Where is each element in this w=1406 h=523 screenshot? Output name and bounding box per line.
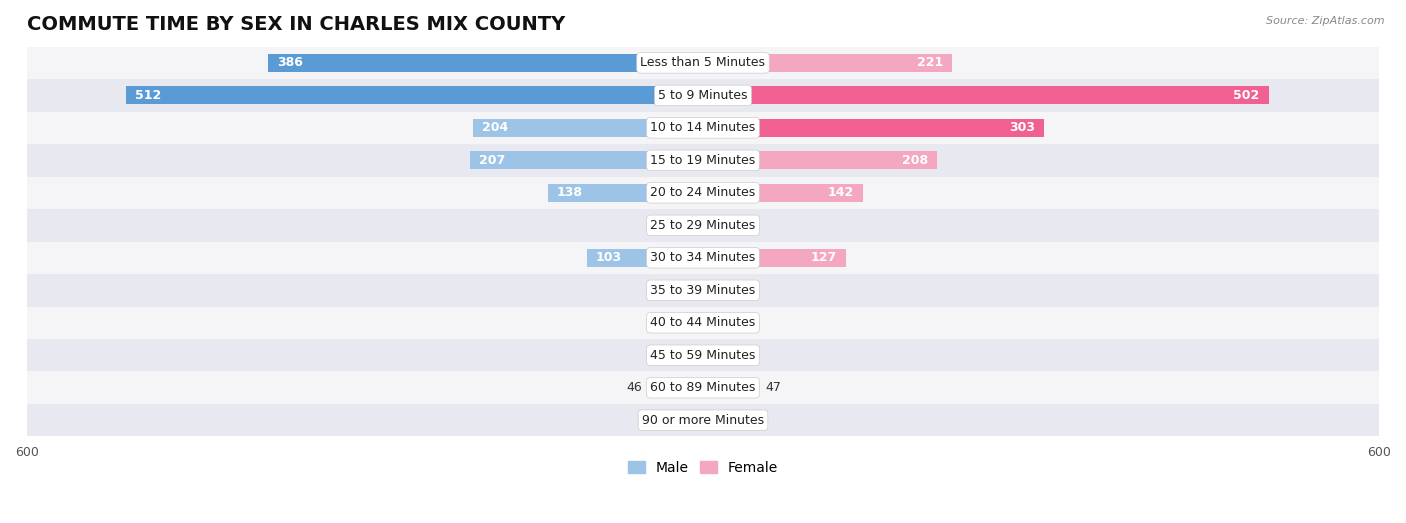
Text: 303: 303 bbox=[1010, 121, 1035, 134]
Text: 204: 204 bbox=[482, 121, 509, 134]
Text: 45 to 59 Minutes: 45 to 59 Minutes bbox=[651, 349, 755, 362]
Bar bbox=[703, 249, 846, 267]
Bar bbox=[27, 274, 1379, 306]
Bar bbox=[474, 119, 703, 137]
Bar bbox=[703, 379, 756, 396]
Text: Less than 5 Minutes: Less than 5 Minutes bbox=[641, 56, 765, 70]
Bar bbox=[27, 79, 1379, 111]
Bar bbox=[675, 217, 703, 234]
Bar bbox=[703, 217, 728, 234]
Text: 386: 386 bbox=[277, 56, 302, 70]
Text: 208: 208 bbox=[903, 154, 928, 167]
Text: 221: 221 bbox=[917, 56, 943, 70]
Bar bbox=[703, 152, 938, 169]
Text: 30 to 34 Minutes: 30 to 34 Minutes bbox=[651, 251, 755, 264]
Bar bbox=[651, 379, 703, 396]
Text: 19: 19 bbox=[657, 284, 672, 297]
Text: 40 to 44 Minutes: 40 to 44 Minutes bbox=[651, 316, 755, 329]
Text: 207: 207 bbox=[479, 154, 505, 167]
Bar bbox=[27, 404, 1379, 436]
Text: 26: 26 bbox=[650, 414, 665, 427]
Bar bbox=[27, 111, 1379, 144]
Bar bbox=[703, 314, 716, 332]
Text: 103: 103 bbox=[596, 251, 621, 264]
Text: 11: 11 bbox=[724, 316, 740, 329]
Bar bbox=[269, 54, 703, 72]
Bar bbox=[27, 242, 1379, 274]
Text: 5 to 9 Minutes: 5 to 9 Minutes bbox=[658, 89, 748, 102]
Text: 20 to 24 Minutes: 20 to 24 Minutes bbox=[651, 186, 755, 199]
Text: 502: 502 bbox=[1233, 89, 1260, 102]
Bar bbox=[547, 184, 703, 202]
Bar bbox=[703, 346, 710, 364]
Text: 6: 6 bbox=[718, 349, 727, 362]
Bar bbox=[703, 411, 724, 429]
Text: 13: 13 bbox=[727, 284, 742, 297]
Bar bbox=[703, 281, 717, 299]
Text: 47: 47 bbox=[765, 381, 780, 394]
Text: 90 or more Minutes: 90 or more Minutes bbox=[643, 414, 763, 427]
Bar bbox=[470, 152, 703, 169]
Text: 127: 127 bbox=[811, 251, 837, 264]
Bar bbox=[27, 371, 1379, 404]
Text: 27: 27 bbox=[648, 349, 664, 362]
Bar bbox=[27, 47, 1379, 79]
Bar bbox=[127, 86, 703, 104]
Bar bbox=[703, 86, 1268, 104]
Bar bbox=[27, 144, 1379, 177]
Text: 22: 22 bbox=[737, 219, 752, 232]
Text: 35 to 39 Minutes: 35 to 39 Minutes bbox=[651, 284, 755, 297]
Bar bbox=[682, 281, 703, 299]
Bar bbox=[27, 209, 1379, 242]
Text: 10 to 14 Minutes: 10 to 14 Minutes bbox=[651, 121, 755, 134]
Bar bbox=[672, 346, 703, 364]
Text: COMMUTE TIME BY SEX IN CHARLES MIX COUNTY: COMMUTE TIME BY SEX IN CHARLES MIX COUNT… bbox=[27, 15, 565, 34]
Text: 138: 138 bbox=[557, 186, 582, 199]
Text: 60 to 89 Minutes: 60 to 89 Minutes bbox=[651, 381, 755, 394]
Text: 512: 512 bbox=[135, 89, 162, 102]
Text: 46: 46 bbox=[627, 381, 643, 394]
Text: Source: ZipAtlas.com: Source: ZipAtlas.com bbox=[1267, 16, 1385, 26]
Text: 25 to 29 Minutes: 25 to 29 Minutes bbox=[651, 219, 755, 232]
Text: 15 to 19 Minutes: 15 to 19 Minutes bbox=[651, 154, 755, 167]
Legend: Male, Female: Male, Female bbox=[623, 455, 783, 480]
Bar bbox=[27, 339, 1379, 371]
Text: 0: 0 bbox=[686, 316, 695, 329]
Bar bbox=[27, 306, 1379, 339]
Bar bbox=[703, 54, 952, 72]
Text: 19: 19 bbox=[734, 414, 749, 427]
Text: 142: 142 bbox=[828, 186, 853, 199]
Bar bbox=[27, 177, 1379, 209]
Bar bbox=[703, 119, 1045, 137]
Text: 25: 25 bbox=[650, 219, 666, 232]
Bar bbox=[586, 249, 703, 267]
Bar bbox=[703, 184, 863, 202]
Bar bbox=[673, 411, 703, 429]
